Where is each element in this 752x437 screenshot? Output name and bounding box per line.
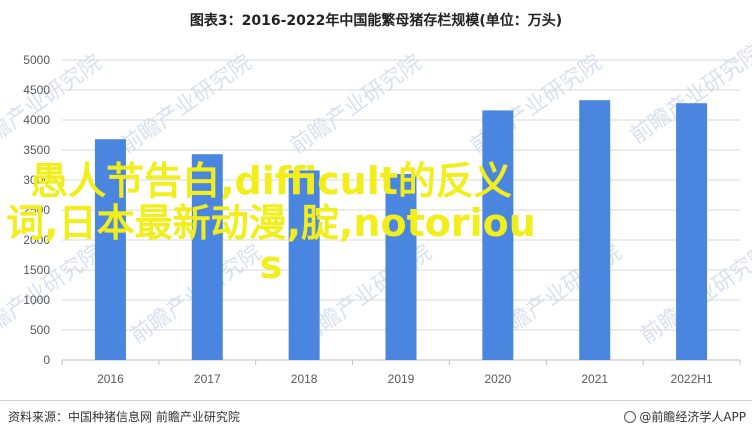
bar	[676, 103, 708, 360]
bar	[288, 170, 320, 360]
x-tick-label: 2016	[97, 372, 124, 386]
x-tick-label: 2022H1	[671, 372, 713, 386]
x-tick-label: 2021	[581, 372, 608, 386]
y-tick-label: 4000	[23, 113, 50, 127]
x-tick-label: 2020	[485, 372, 512, 386]
bar	[385, 174, 417, 360]
bar	[579, 100, 611, 360]
y-tick-label: 3500	[23, 143, 50, 157]
y-tick-label: 2000	[23, 233, 50, 247]
bar	[94, 139, 126, 360]
watermark-text: 前瞻产业研究院	[0, 50, 107, 159]
y-tick-label: 0	[43, 353, 50, 367]
y-tick-label: 2500	[23, 203, 50, 217]
y-tick-label: 1500	[23, 263, 50, 277]
brand-credit: @前瞻经济学人APP	[624, 408, 746, 425]
x-tick-label: 2019	[388, 372, 415, 386]
y-tick-label: 3000	[23, 173, 50, 187]
y-axis-ticks: 0 500 1000 1500 2000 2500 3000 3500 4000 4500 5000	[23, 53, 50, 367]
source-note: 资料来源：中国种猪信息网 前瞻产业研究院	[8, 410, 240, 424]
bars	[94, 100, 708, 361]
y-tick-label: 1000	[23, 293, 50, 307]
bar	[191, 154, 223, 360]
x-axis-ticks: 2016 2017 2018 2019 2020 2021 2022H1	[61, 360, 741, 386]
watermark-text: 前瞻产业研究院	[286, 50, 427, 159]
footer-divider	[0, 400, 752, 401]
brand-text: @前瞻经济学人APP	[639, 410, 746, 424]
chart-title: 图表3：2016-2022年中国能繁母猪存栏规模(单位：万头)	[189, 13, 563, 29]
watermark-text: 前瞻产业研究院	[116, 50, 257, 159]
brand-logo-icon	[624, 410, 637, 423]
y-tick-label: 500	[30, 323, 50, 337]
x-tick-label: 2017	[194, 372, 221, 386]
x-tick-label: 2018	[291, 372, 318, 386]
bar	[482, 110, 514, 361]
y-tick-label: 5000	[23, 53, 50, 67]
overlay-caption: 愚人节告白,difficult的反义词,日本最新动漫,腚,notorious	[6, 159, 536, 287]
y-tick-label: 4500	[23, 83, 50, 97]
